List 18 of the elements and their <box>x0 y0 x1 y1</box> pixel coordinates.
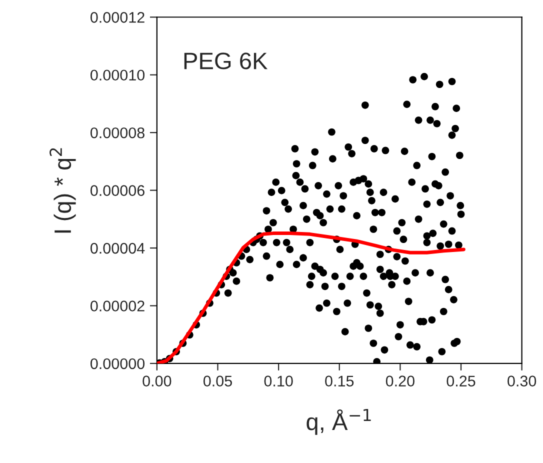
y-tick-label: 0.00012 <box>90 12 144 23</box>
y-tick-label: 0.00010 <box>90 70 145 81</box>
x-tick-label: 0.30 <box>508 376 536 386</box>
annotation: PEG 6K <box>184 52 268 70</box>
y-tick-label: 0.00008 <box>90 127 144 138</box>
x-axis-title: q, Å$^{−1}$ <box>306 408 371 435</box>
x-tick-label: 0.05 <box>203 376 232 386</box>
y-tick-label: 0.00002 <box>90 300 144 312</box>
y-tick-label: 0.00000 <box>90 358 145 370</box>
x-tick-label: 0.15 <box>325 376 354 386</box>
x-tick-label: 0.20 <box>386 376 414 386</box>
y-tick-label: 0.00006 <box>90 185 144 196</box>
x-tick-label: 0.00 <box>142 376 172 386</box>
y-tick-label: 0.00004 <box>90 242 145 254</box>
y-axis-title: I (q) * q$^{2}$ <box>50 148 76 233</box>
line-series <box>156 232 466 364</box>
x-tick-label: 0.25 <box>446 376 476 386</box>
x-tick-label: 0.10 <box>264 376 293 386</box>
